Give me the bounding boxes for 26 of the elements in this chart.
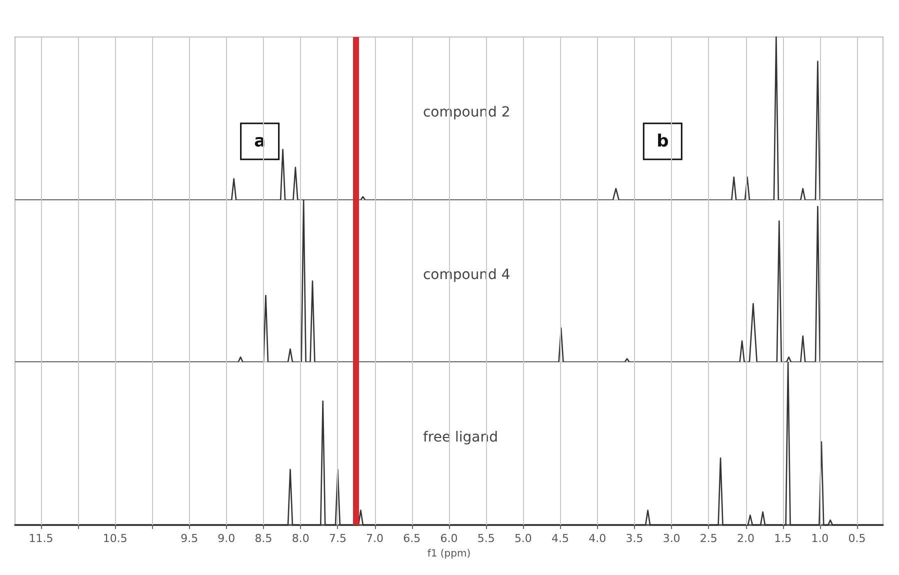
x-tick-label: 1.5 — [774, 532, 792, 545]
x-tick-label: 10.5 — [102, 532, 128, 545]
x-tick-label: 9.0 — [218, 532, 236, 545]
text: free ligand — [422, 429, 498, 446]
x-tick-label: 4.0 — [588, 532, 606, 545]
x-tick-label: 0.5 — [848, 532, 866, 545]
x-tick-label: 2.5 — [700, 532, 718, 545]
x-tick-label: 3.0 — [662, 532, 680, 545]
x-tick-label: 8.5 — [254, 532, 272, 545]
x-tick-label: 9.5 — [180, 532, 198, 545]
x-tick-label: 2.0 — [737, 532, 754, 545]
x-tick-label: 1.0 — [811, 532, 829, 545]
x-tick-label: 5.0 — [514, 532, 532, 545]
text: compound 4 — [422, 267, 510, 284]
x-tick-label: 11.5 — [28, 532, 54, 545]
text: compound 2 — [422, 104, 510, 120]
x-tick-label: 6.5 — [403, 532, 421, 545]
x-tick-label: 8.0 — [292, 532, 310, 545]
x-tick-label: 7.0 — [366, 532, 384, 545]
x-tick-label: 4.5 — [552, 532, 570, 545]
x-tick-label: 5.5 — [477, 532, 495, 545]
x-tick-label: 3.5 — [626, 532, 644, 545]
x-axis-title: f1 (ppm) — [427, 548, 471, 560]
x-tick-label: 6.0 — [440, 532, 458, 545]
annotation: b — [656, 131, 669, 152]
x-tick-label: 7.5 — [328, 532, 346, 545]
